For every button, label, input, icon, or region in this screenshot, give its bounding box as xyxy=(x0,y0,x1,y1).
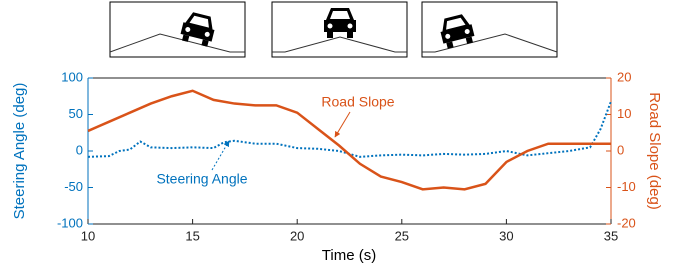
annotation-arrow xyxy=(334,111,351,138)
icon-downhill xyxy=(109,1,246,58)
y-tick-label: 0 xyxy=(76,142,83,157)
x-tick-label: 10 xyxy=(81,228,95,243)
icon-uphill xyxy=(421,1,558,58)
y-axis-label: Steering Angle (deg) xyxy=(11,83,28,220)
y2-tick-label: 10 xyxy=(617,106,631,121)
annotation: Steering Angle xyxy=(156,171,247,187)
y2-axis-label: Road Slope (deg) xyxy=(646,92,663,210)
y2-tick-label: -20 xyxy=(617,215,636,230)
annotation-arrow xyxy=(211,140,230,171)
y-tick-label: -50 xyxy=(64,179,83,194)
x-tick-label: 15 xyxy=(185,228,199,243)
annotation: Road Slope xyxy=(321,94,394,110)
series-line xyxy=(87,101,612,158)
series-line xyxy=(87,89,611,191)
icon-crest xyxy=(271,1,408,58)
x-axis-label: Time (s) xyxy=(322,247,376,264)
y-tick-label: 50 xyxy=(69,106,83,121)
y2-tick-label: 20 xyxy=(617,69,631,84)
y-tick-label: 100 xyxy=(61,69,83,84)
x-tick-label: 25 xyxy=(395,228,409,243)
x-tick-label: 20 xyxy=(290,228,304,243)
x-tick-label: 30 xyxy=(499,228,513,243)
x-tick-label: 35 xyxy=(604,228,618,243)
y2-tick-label: -10 xyxy=(617,179,636,194)
y2-tick-label: 0 xyxy=(617,142,624,157)
y-tick-label: -100 xyxy=(57,215,83,230)
